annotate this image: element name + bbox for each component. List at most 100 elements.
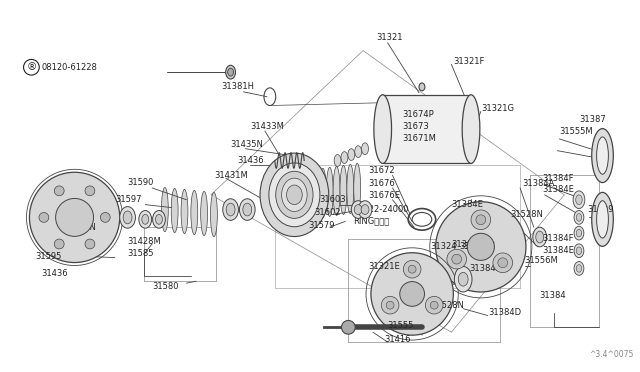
Circle shape: [386, 301, 394, 309]
Text: 00922-24000: 00922-24000: [353, 205, 409, 214]
Text: 31321F: 31321F: [453, 57, 484, 66]
Ellipse shape: [276, 171, 313, 218]
Text: 31384E: 31384E: [543, 185, 575, 195]
Text: 31674P: 31674P: [403, 110, 434, 119]
Ellipse shape: [355, 146, 362, 158]
Ellipse shape: [574, 211, 584, 224]
Text: 31431M: 31431M: [214, 171, 248, 180]
Text: 31384E: 31384E: [463, 242, 495, 251]
Text: 31528N: 31528N: [432, 301, 465, 310]
Ellipse shape: [226, 65, 236, 79]
Circle shape: [29, 172, 120, 263]
Ellipse shape: [576, 247, 582, 254]
Text: 31321E: 31321E: [368, 262, 400, 271]
Ellipse shape: [139, 211, 152, 228]
Ellipse shape: [269, 163, 320, 227]
Ellipse shape: [374, 95, 392, 163]
Ellipse shape: [142, 214, 148, 224]
Ellipse shape: [333, 166, 340, 215]
Text: 31585: 31585: [127, 249, 154, 258]
Circle shape: [426, 296, 443, 314]
Ellipse shape: [576, 214, 582, 221]
Text: 31580: 31580: [152, 282, 179, 291]
Text: 31324: 31324: [430, 242, 456, 251]
Text: 31387: 31387: [579, 115, 605, 124]
Ellipse shape: [576, 229, 582, 237]
Text: 31384E: 31384E: [451, 240, 483, 249]
Text: 31590: 31590: [127, 177, 154, 187]
Ellipse shape: [574, 262, 584, 275]
Ellipse shape: [211, 192, 218, 237]
Ellipse shape: [341, 152, 348, 163]
Text: 31384A: 31384A: [522, 179, 554, 187]
Ellipse shape: [533, 227, 547, 247]
Text: 31555M: 31555M: [559, 126, 593, 135]
Ellipse shape: [226, 203, 235, 216]
Text: 31384E: 31384E: [451, 200, 483, 209]
Ellipse shape: [574, 226, 584, 240]
Ellipse shape: [319, 169, 326, 217]
Text: ®: ®: [26, 62, 36, 72]
Text: 31603: 31603: [319, 195, 346, 204]
Text: 31555: 31555: [388, 321, 414, 330]
Text: 31595: 31595: [35, 252, 61, 261]
Ellipse shape: [239, 199, 255, 220]
Ellipse shape: [306, 170, 312, 219]
Text: 31435N: 31435N: [64, 223, 97, 232]
Text: 31321: 31321: [376, 33, 403, 42]
Text: 31416: 31416: [385, 334, 411, 344]
Text: 31436: 31436: [237, 156, 264, 165]
Text: 31579: 31579: [308, 221, 335, 230]
Text: 31384F: 31384F: [543, 174, 574, 183]
Circle shape: [85, 239, 95, 249]
Ellipse shape: [354, 163, 360, 212]
Circle shape: [493, 253, 513, 273]
Ellipse shape: [462, 95, 480, 163]
Ellipse shape: [161, 187, 168, 232]
Circle shape: [447, 249, 467, 269]
Text: 31384E: 31384E: [543, 246, 575, 255]
Ellipse shape: [123, 211, 132, 224]
Ellipse shape: [223, 199, 239, 220]
Ellipse shape: [592, 129, 613, 183]
Text: 31384E: 31384E: [460, 242, 491, 251]
Circle shape: [381, 296, 399, 314]
Text: 31433M: 31433M: [250, 122, 284, 131]
Ellipse shape: [260, 153, 329, 237]
Circle shape: [467, 233, 494, 260]
Ellipse shape: [348, 149, 355, 160]
Ellipse shape: [596, 201, 609, 238]
Bar: [383, 95, 471, 163]
Ellipse shape: [355, 205, 362, 214]
Ellipse shape: [347, 164, 354, 214]
Text: 31556M: 31556M: [524, 256, 557, 265]
Circle shape: [498, 258, 508, 268]
Text: 31597: 31597: [116, 195, 142, 204]
Text: 31321G: 31321G: [481, 104, 514, 113]
Text: 31673: 31673: [403, 122, 429, 131]
Circle shape: [342, 320, 355, 334]
Text: 31436: 31436: [41, 269, 68, 278]
Ellipse shape: [287, 185, 302, 205]
Text: 31384F: 31384F: [543, 234, 574, 244]
Ellipse shape: [120, 206, 136, 228]
Ellipse shape: [181, 189, 188, 234]
Circle shape: [452, 254, 461, 264]
Text: 08120-61228: 08120-61228: [41, 63, 97, 72]
Ellipse shape: [362, 143, 369, 155]
Ellipse shape: [191, 190, 198, 235]
Ellipse shape: [152, 211, 165, 228]
Circle shape: [476, 215, 486, 225]
Text: ^3.4^0075: ^3.4^0075: [589, 350, 633, 359]
Text: 31672: 31672: [368, 166, 395, 175]
Text: 31428M: 31428M: [127, 237, 161, 246]
Ellipse shape: [351, 201, 365, 218]
Ellipse shape: [576, 195, 582, 205]
Circle shape: [54, 186, 64, 196]
Circle shape: [100, 212, 110, 222]
Ellipse shape: [419, 83, 425, 91]
Ellipse shape: [536, 231, 543, 243]
Ellipse shape: [340, 166, 347, 214]
Ellipse shape: [282, 178, 307, 212]
Ellipse shape: [312, 169, 319, 218]
